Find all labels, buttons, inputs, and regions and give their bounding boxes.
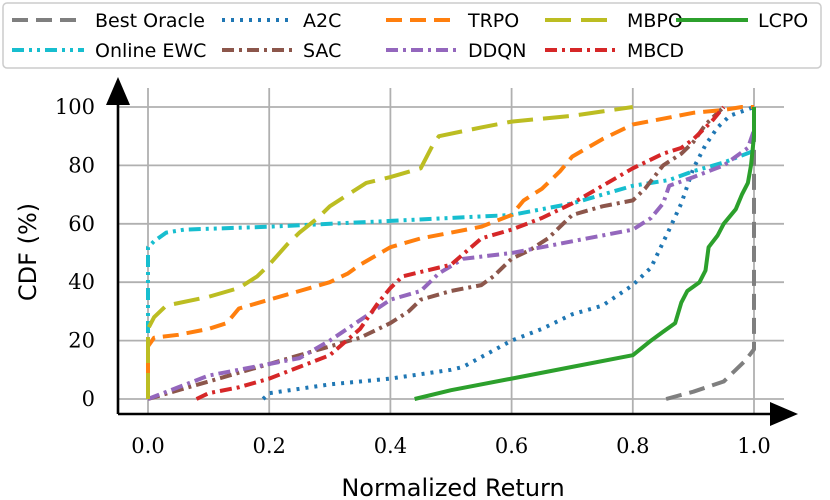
y-tick-label: 80	[68, 153, 95, 177]
series-line-trpo	[146, 105, 754, 399]
y-axis-label: CDF (%)	[14, 203, 42, 301]
x-tick-label: 0.2	[252, 434, 285, 458]
x-axis-label: Normalized Return	[341, 474, 564, 500]
series-line-mbcd	[195, 105, 726, 401]
x-tick-label: 0.0	[131, 434, 164, 458]
y-tick-label: 40	[68, 270, 95, 294]
legend-label: Online EWC	[95, 40, 206, 62]
y-tick-label: 60	[68, 212, 95, 236]
legend-box	[2, 2, 822, 69]
x-tick-label: 0.8	[616, 434, 649, 458]
series-line-ddqn	[147, 107, 756, 401]
y-tick-label: 20	[68, 329, 95, 353]
x-tick-label: 0.4	[374, 434, 407, 458]
legend-label: SAC	[303, 40, 341, 62]
legend-label: Best Oracle	[95, 10, 205, 32]
legend-label: DDQN	[468, 40, 526, 62]
legend-label: A2C	[303, 10, 341, 32]
legend-label: LCPO	[758, 10, 808, 32]
series-line-best-oracle	[665, 107, 756, 401]
series-line-lcpo	[414, 107, 756, 401]
x-axis-arrow	[770, 402, 798, 426]
series-line-mbpo	[146, 105, 634, 399]
y-tick-label: 100	[55, 95, 95, 119]
grid	[118, 88, 784, 414]
series-line-sac	[147, 105, 726, 401]
y-tick-label: 0	[82, 387, 95, 411]
legend-label: MBCD	[627, 40, 684, 62]
series-line-online-ewc	[146, 148, 755, 399]
x-tick-label: 0.6	[495, 434, 528, 458]
series-lines	[146, 105, 756, 401]
legend-label: MBPO	[627, 10, 683, 32]
legend: Best Oracle A2C TRPO MBPO LCPO Online EWC SAC D…	[2, 2, 822, 69]
x-tick-label: 1.0	[737, 434, 770, 458]
axes	[106, 77, 798, 426]
legend-label: TRPO	[467, 10, 519, 32]
series-line-a2c	[261, 105, 755, 401]
y-axis-arrow	[106, 77, 130, 105]
tick-labels: 0.0 0.2 0.4 0.6 0.8 1.0 0 20 40 60 80 100	[55, 95, 771, 458]
